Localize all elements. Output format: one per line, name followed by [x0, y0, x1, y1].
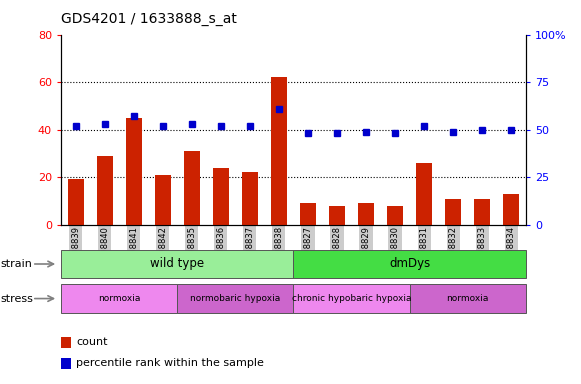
Bar [242, 172, 258, 225]
Bar [177, 284, 293, 313]
Bar [61, 250, 293, 278]
Bar [271, 77, 287, 225]
Bar [61, 358, 71, 369]
Bar [474, 199, 490, 225]
Bar [67, 179, 84, 225]
Text: normoxia: normoxia [447, 294, 489, 303]
Text: normoxia: normoxia [98, 294, 140, 303]
Bar [358, 203, 374, 225]
Text: strain: strain [1, 259, 33, 269]
Bar [155, 175, 171, 225]
Bar [503, 194, 519, 225]
Bar [410, 284, 526, 313]
Text: wild type: wild type [150, 258, 205, 270]
Bar [300, 203, 316, 225]
Bar [416, 163, 432, 225]
Bar [293, 250, 526, 278]
Bar [125, 118, 142, 225]
Bar [387, 206, 403, 225]
Bar [61, 284, 177, 313]
Bar [61, 337, 71, 348]
Bar [184, 151, 200, 225]
Bar [445, 199, 461, 225]
Text: GDS4201 / 1633888_s_at: GDS4201 / 1633888_s_at [61, 12, 237, 25]
Bar [213, 168, 229, 225]
Text: stress: stress [1, 293, 34, 304]
Text: chronic hypobaric hypoxia: chronic hypobaric hypoxia [292, 294, 411, 303]
Text: normobaric hypoxia: normobaric hypoxia [190, 294, 281, 303]
Text: count: count [76, 337, 107, 347]
Text: dmDys: dmDys [389, 258, 430, 270]
Bar [329, 206, 345, 225]
Bar [96, 156, 113, 225]
Text: percentile rank within the sample: percentile rank within the sample [76, 358, 264, 368]
Bar [293, 284, 410, 313]
